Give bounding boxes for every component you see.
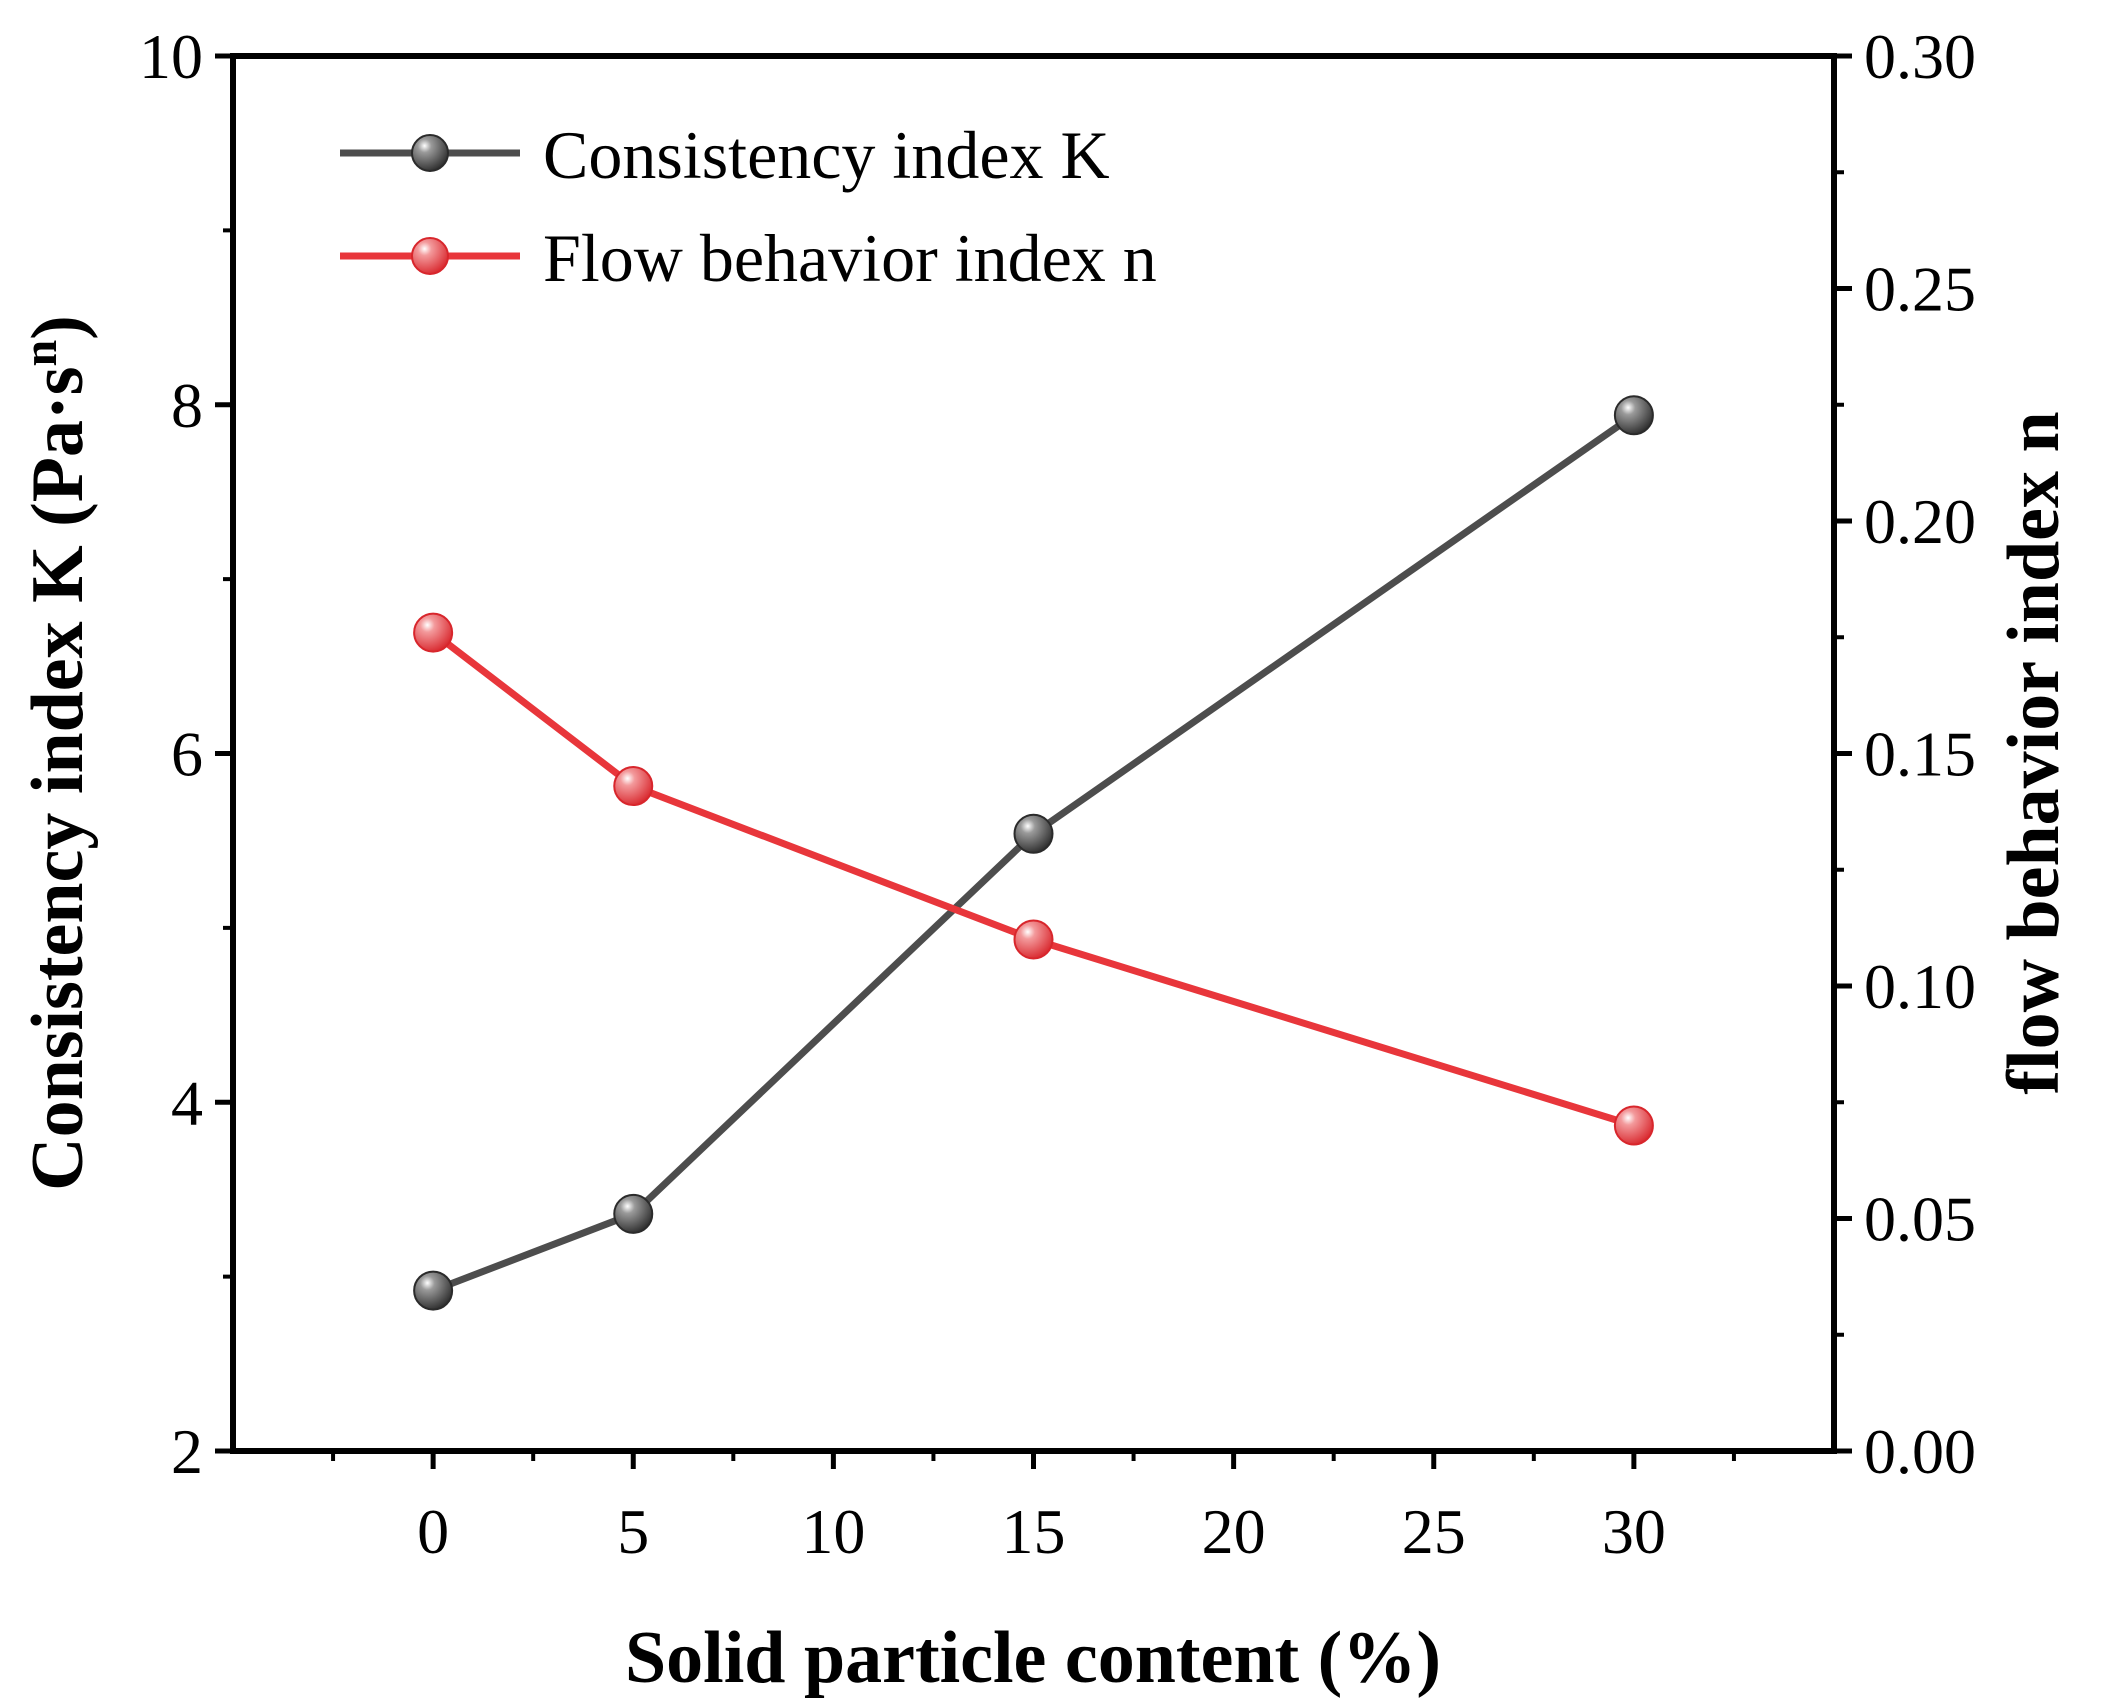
data-point-k [613,1193,654,1234]
data-point-n [413,612,454,653]
y-axis-title-main: Consistency index K (Pa·s [17,367,99,1191]
y-tick-label: 4 [171,1067,203,1138]
legend: Consistency index K Flow behavior index … [340,117,1157,296]
x-tick-label: 0 [417,1496,449,1567]
y2-axis-title: flow behavior index n [1993,411,2075,1094]
y-tick-label: 10 [139,21,203,92]
legend-label-k: Consistency index K [543,117,1110,193]
y2-tick-label: 0.05 [1864,1184,1976,1255]
x-tick-label: 10 [801,1496,865,1567]
data-point-n [1613,1105,1654,1146]
y2-tick-label: 0.30 [1864,21,1976,92]
y-tick-label: 6 [171,719,203,790]
y-tick-label: 8 [171,370,203,441]
x-axis-title: Solid particle content (%) [625,1617,1441,1699]
y-axis-title-close: ) [17,315,99,340]
legend-marker-n [411,237,449,275]
y2-tick-label: 0.20 [1864,486,1976,557]
data-point-k [1613,395,1654,436]
data-point-k [1013,813,1054,854]
data-point-n [613,766,654,807]
legend-marker-k [411,134,449,172]
series-line-k [431,412,1636,1294]
y2-tick-label: 0.10 [1864,951,1976,1022]
legend-label-n: Flow behavior index n [543,220,1157,296]
x-tick-label: 25 [1402,1496,1466,1567]
x-tick-label: 5 [617,1496,649,1567]
y-axis-title: Consistency index K (Pa·sn) [14,315,99,1191]
data-point-n [1013,919,1054,960]
series-line-n [430,629,1635,1129]
y-tick-label: 2 [171,1416,203,1487]
x-tick-label: 30 [1602,1496,1666,1567]
y2-tick-label: 0.15 [1864,719,1976,790]
y-axis-title-superscript: n [14,340,67,367]
x-tick-label: 20 [1202,1496,1266,1567]
data-point-k [413,1270,454,1311]
y2-tick-label: 0.25 [1864,254,1976,325]
y2-tick-label: 0.00 [1864,1416,1976,1487]
x-tick-label: 15 [1002,1496,1066,1567]
